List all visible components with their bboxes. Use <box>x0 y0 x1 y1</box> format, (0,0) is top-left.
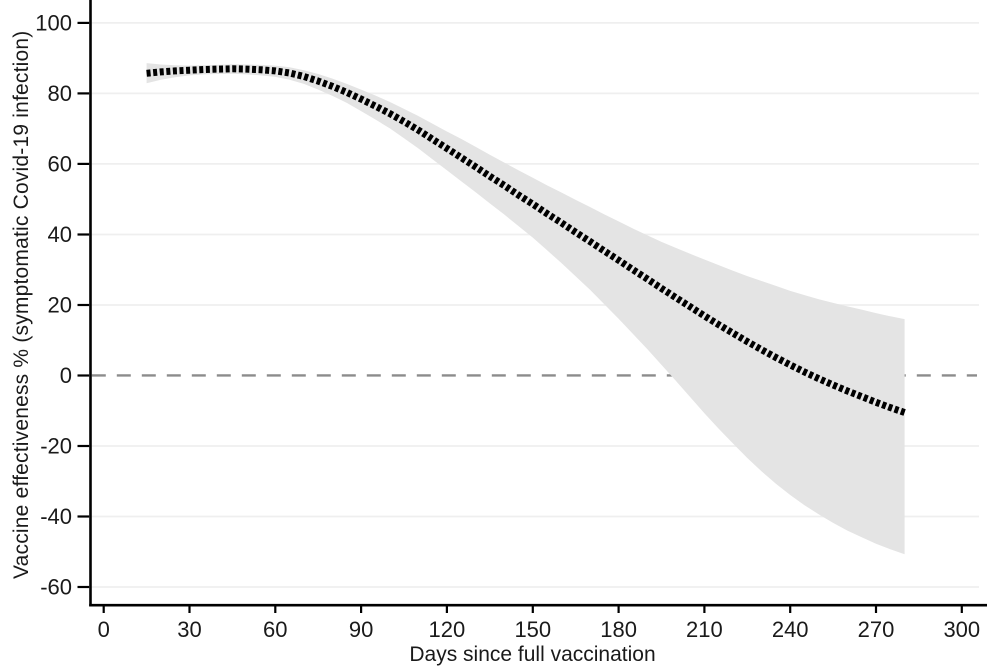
x-tick-label: 90 <box>349 617 373 642</box>
x-tick-label: 30 <box>177 617 201 642</box>
x-axis-title: Days since full vaccination <box>409 643 656 666</box>
x-tick-label: 210 <box>686 617 723 642</box>
x-tick-label: 240 <box>772 617 809 642</box>
x-tick-label: 300 <box>943 617 980 642</box>
y-tick-label: 20 <box>48 293 72 318</box>
y-tick-label: 0 <box>60 363 72 388</box>
y-tick-label: 60 <box>48 151 72 176</box>
x-tick-label: 180 <box>600 617 637 642</box>
y-tick-label: -40 <box>40 504 72 529</box>
y-tick-label: 80 <box>48 81 72 106</box>
y-tick-label: -20 <box>40 434 72 459</box>
y-tick-label: 100 <box>35 10 72 35</box>
confidence-band <box>146 63 905 555</box>
y-axis-title: Vaccine effectiveness % (symptomatic Cov… <box>10 30 33 580</box>
x-tick-label: 120 <box>429 617 466 642</box>
y-tick-label: -60 <box>40 575 72 600</box>
ve-estimate-curve <box>146 65 906 416</box>
x-tick-label: 270 <box>858 617 895 642</box>
x-tick-label: 0 <box>98 617 110 642</box>
x-tick-label: 150 <box>514 617 551 642</box>
x-tick-label: 60 <box>263 617 287 642</box>
y-tick-label: 40 <box>48 222 72 247</box>
